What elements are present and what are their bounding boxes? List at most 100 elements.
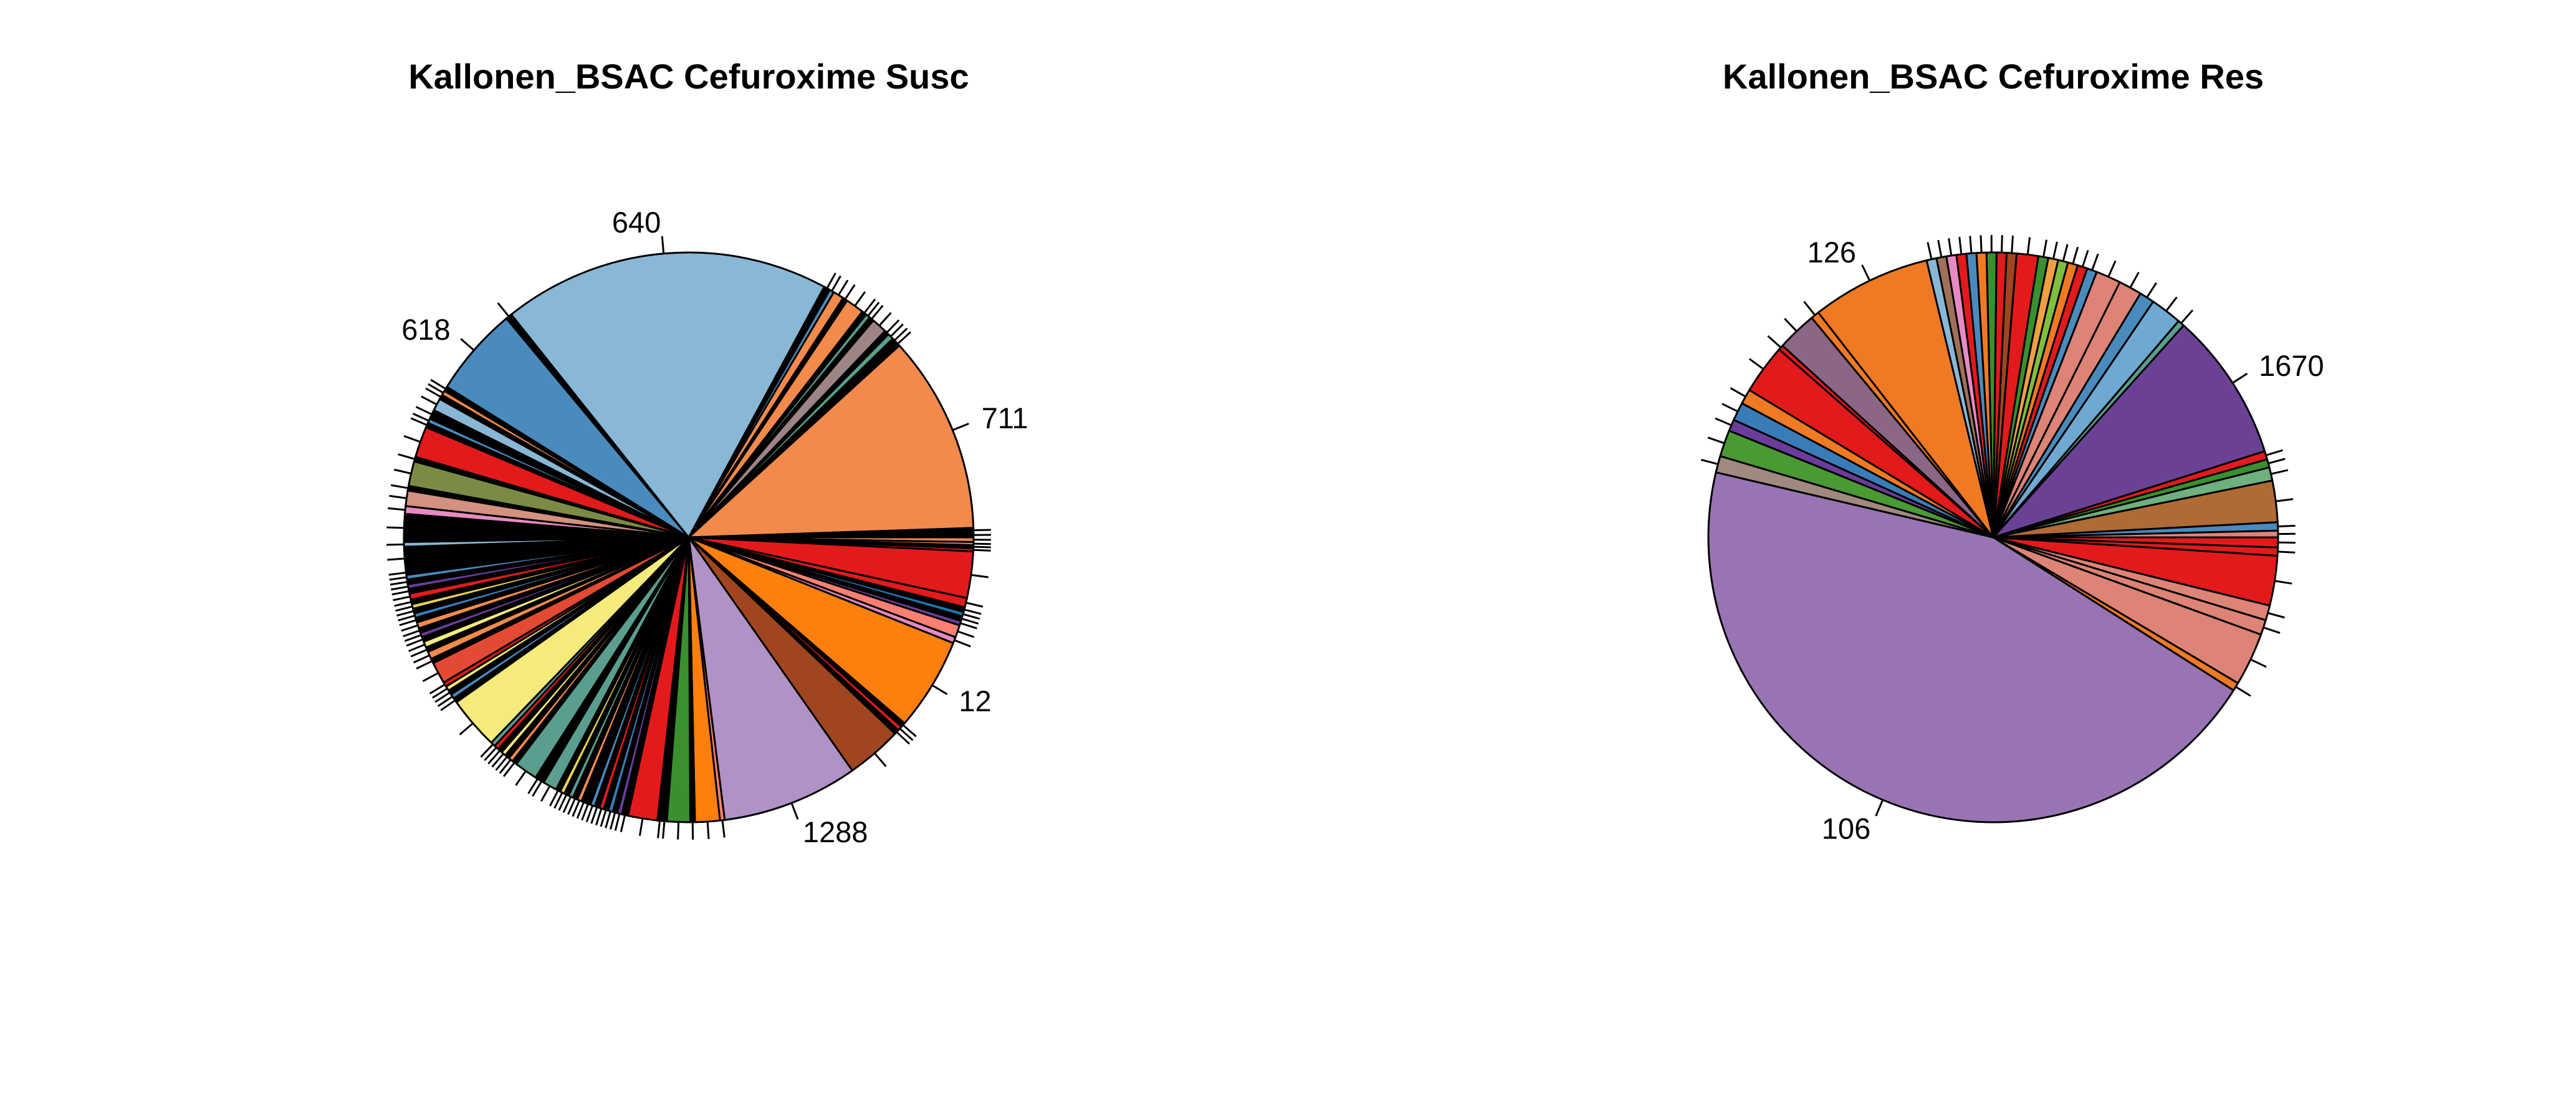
slice-label: 1670 — [2259, 349, 2324, 382]
slice-tick — [562, 796, 572, 814]
slice-tick — [826, 272, 836, 289]
slice-tick — [2042, 239, 2047, 257]
slice-tick — [572, 800, 580, 817]
slice-tick — [2052, 241, 2058, 259]
slice-tick — [1707, 436, 1725, 444]
slice-tick — [567, 798, 576, 815]
chart-title-res: Kallonen_BSAC Cefuroxime Res — [1723, 57, 2264, 96]
slice-tick — [553, 792, 563, 809]
pie-slice — [1817, 259, 1994, 539]
slice-tick — [844, 284, 856, 300]
pie-slice — [446, 317, 690, 539]
slice-tick — [581, 804, 589, 821]
slice-tick — [404, 634, 422, 642]
slice-tick — [896, 731, 911, 745]
slice-tick — [430, 378, 446, 390]
slice-label: 618 — [401, 313, 450, 346]
slice-tick — [403, 435, 421, 443]
slice-tick — [952, 423, 969, 431]
slice-tick — [1784, 318, 1798, 332]
slice-tick — [401, 624, 418, 632]
slice-tick — [412, 413, 429, 422]
slice-tick — [387, 557, 405, 561]
slice-tick — [600, 809, 607, 827]
pie-slice — [1707, 471, 2235, 823]
slice-tick — [585, 805, 594, 823]
slice-tick — [416, 660, 433, 670]
slice-tick — [406, 638, 423, 647]
slice-tick — [874, 752, 887, 767]
slice-tick — [1721, 403, 1738, 413]
slice-label: 12 — [959, 684, 991, 718]
slice-tick — [499, 759, 512, 774]
slice-tick — [2107, 260, 2117, 277]
slice-tick — [389, 494, 407, 499]
slice-tick — [662, 821, 666, 839]
slice-tick — [1767, 335, 1782, 348]
slice-tick — [2235, 686, 2251, 697]
slice-tick — [1700, 458, 1718, 466]
pie-res: 106 126 1670 — [1700, 235, 2324, 845]
slice-tick — [2267, 458, 2286, 464]
slice-tick — [2271, 469, 2289, 475]
slice-tick — [428, 383, 444, 394]
slice-tick — [421, 395, 438, 406]
slice-tick — [1948, 238, 1953, 256]
pie-slice — [687, 344, 975, 539]
slice-tick — [871, 305, 884, 320]
slice-tick — [495, 756, 508, 771]
slice-tick — [415, 406, 433, 416]
slice-tick — [620, 815, 626, 833]
slice-tick — [894, 327, 908, 342]
slice-tick — [2267, 612, 2285, 619]
slice-tick — [576, 802, 585, 819]
chart-title-susc: Kallonen_BSAC Cefuroxime Susc — [408, 57, 969, 96]
slice-tick — [2011, 235, 2014, 254]
slice-tick — [706, 821, 710, 840]
slice-tick — [487, 750, 501, 765]
slice-tick — [549, 790, 559, 807]
slice-tick — [391, 484, 409, 489]
slice-tick — [831, 275, 841, 292]
slice-tick — [491, 753, 504, 768]
slice-tick — [2250, 658, 2267, 668]
pie-slice — [1992, 529, 2279, 539]
slice-tick — [962, 613, 980, 620]
slice-tick — [2129, 272, 2140, 289]
slice-tick — [391, 590, 409, 596]
slice-tick — [854, 291, 866, 307]
slice-tick — [460, 338, 475, 351]
slice-tick — [1937, 239, 1943, 257]
slice-tick — [425, 387, 442, 398]
slice-tick — [590, 807, 598, 824]
slice-label: 106 — [1822, 812, 1870, 845]
slice-tick — [954, 639, 971, 648]
slice-tick — [532, 780, 543, 797]
slice-tick — [1748, 358, 1764, 370]
slice-tick — [459, 722, 474, 736]
slice-tick — [614, 813, 621, 831]
slice-tick — [2232, 372, 2248, 384]
slice-tick — [889, 323, 904, 337]
slice-tick — [677, 822, 680, 840]
slice-tick — [902, 724, 917, 737]
slice-tick — [396, 610, 414, 617]
slice-tick — [931, 684, 948, 695]
slice-label: 640 — [612, 206, 661, 239]
slice-tick — [1875, 799, 1884, 817]
slice-tick — [721, 820, 725, 838]
slice-tick — [403, 630, 420, 638]
slice-label: 1288 — [803, 815, 868, 848]
slice-tick — [390, 581, 408, 586]
slice-tick — [657, 820, 661, 838]
slice-tick — [1861, 264, 1871, 281]
pie-slice — [687, 536, 853, 821]
slice-tick — [639, 818, 644, 836]
slice-tick — [527, 778, 539, 794]
slice-tick — [899, 727, 914, 741]
pie-susc: 12 1288 618 640 711 — [386, 206, 1028, 848]
slice-label: 126 — [1808, 236, 1856, 269]
slice-tick — [595, 808, 603, 826]
slice-tick — [970, 574, 989, 578]
slice-tick — [2072, 246, 2079, 264]
